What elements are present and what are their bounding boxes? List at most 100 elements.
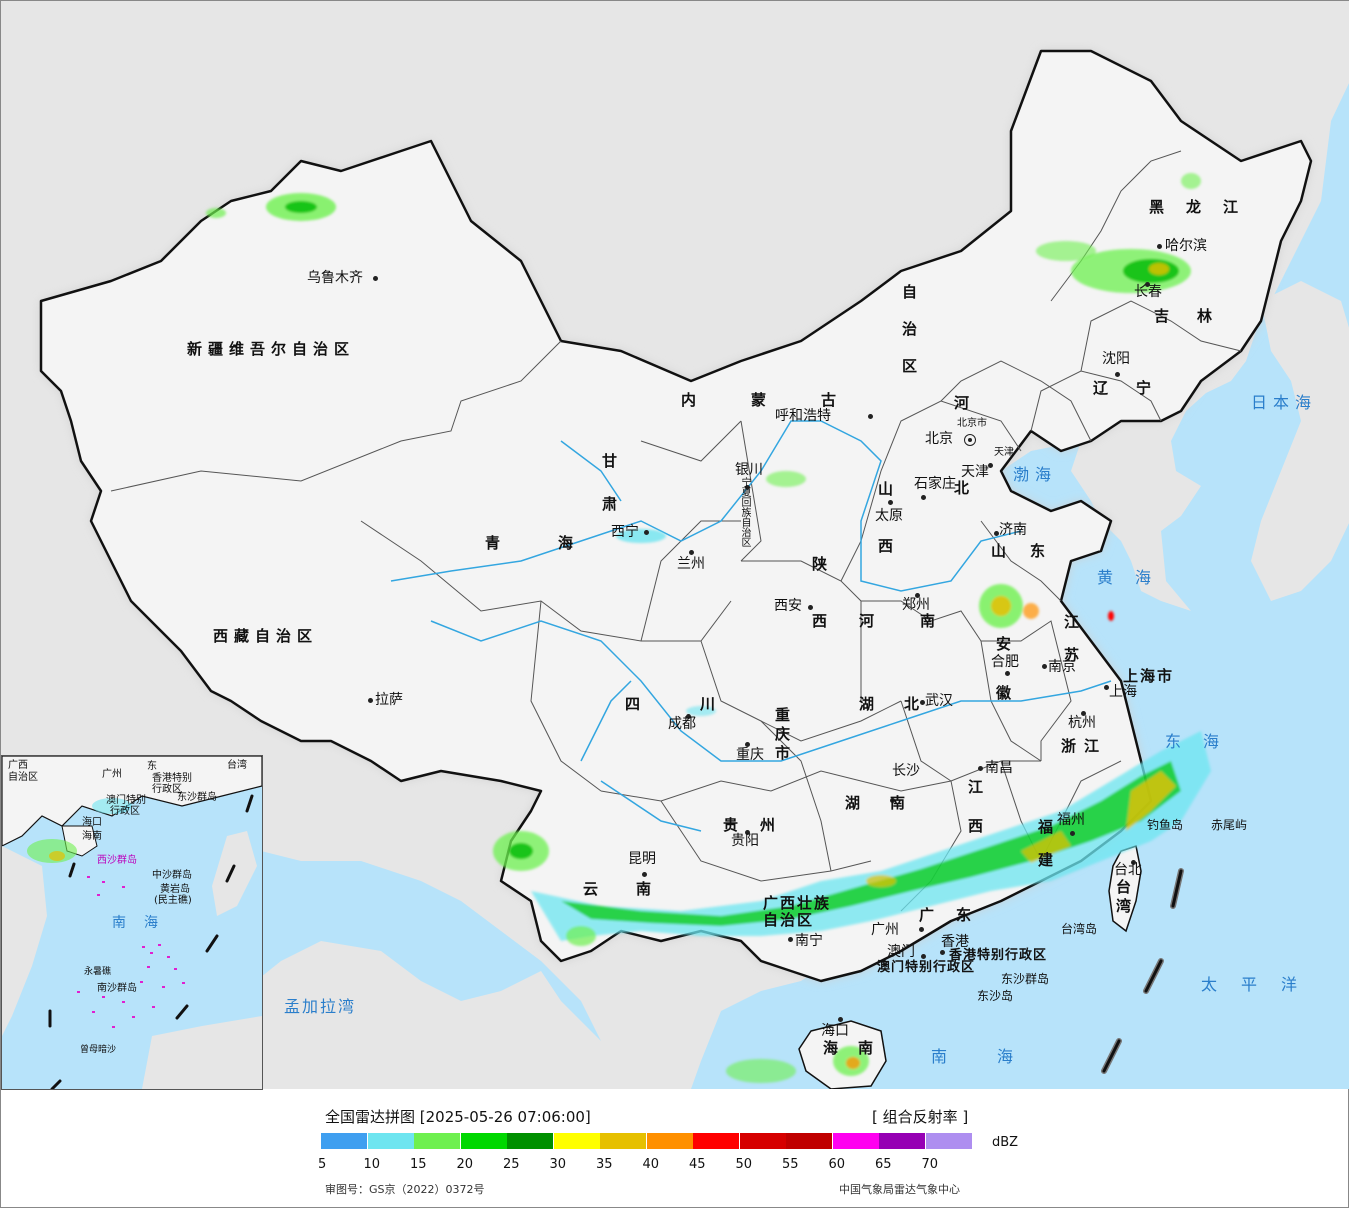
inset-label-dong: 东 (147, 761, 157, 772)
map-canvas (1, 1, 1349, 1089)
maritime-boundary-core (1102, 869, 1183, 1073)
island-label-taiwan: 台湾岛 (1061, 922, 1098, 936)
jinan-marker (994, 531, 999, 536)
wuhan-marker (920, 700, 925, 705)
province-label-tianjin: 天津 (994, 447, 1014, 458)
color-bar-swatch (553, 1133, 600, 1149)
inset-label-nansha: 南沙群岛 (97, 983, 137, 994)
inset-label-hk-1: 香港特别 (152, 773, 192, 784)
hongkong-marker (940, 950, 945, 955)
color-bar-tick-label: 65 (875, 1157, 892, 1172)
sea-label-yellow: 黄海 (1097, 568, 1174, 587)
sea-label-south-china: 南海 (931, 1047, 1064, 1066)
city-label-harbin: 哈尔滨 (1165, 238, 1207, 254)
inset-label-dongsha: 东沙群岛 (177, 792, 217, 803)
color-bar-tick-label: 70 (921, 1157, 939, 1172)
province-label-shaanxi: 陕西 (810, 556, 828, 670)
nanning-marker (788, 937, 793, 942)
province-label-taiwan: 台湾 (1114, 879, 1132, 917)
nanchang-marker (978, 766, 983, 771)
nanjing-marker (1042, 664, 1047, 669)
province-label-hunan: 湖南 (845, 794, 936, 812)
province-label-neimenggu: 内蒙古 (681, 391, 892, 409)
province-label-shanxi: 山西 (876, 481, 894, 595)
sea-label-east-china: 东海 (1165, 732, 1242, 751)
color-bar-swatch (693, 1133, 739, 1149)
color-bar-tick-label: 45 (689, 1157, 706, 1172)
city-label-shenyang: 沈阳 (1102, 351, 1130, 367)
shijiazhuang-marker (921, 495, 926, 500)
city-label-changsha: 长沙 (892, 763, 920, 779)
legend-title: 全国雷达拼图 [2025-05-26 07:06:00] (325, 1108, 591, 1126)
kunming-marker (642, 872, 647, 877)
yinchuan-marker (745, 485, 750, 490)
hangzhou-marker (1081, 711, 1086, 716)
province-label-hongkong: 香港特别行政区 (949, 948, 1048, 963)
sea-label-bay-of-bengal: 孟加拉湾 (284, 997, 357, 1016)
city-label-hangzhou: 杭州 (1068, 715, 1096, 731)
guangzhou-marker (919, 927, 924, 932)
color-bar-tick-label: 50 (735, 1157, 753, 1172)
xining-marker (644, 530, 649, 535)
city-label-lhasa: 拉萨 (375, 692, 403, 708)
province-label-liaoning: 辽宁 (1093, 379, 1180, 397)
city-label-yinchuan: 银川 (735, 462, 763, 478)
color-bar-swatch (600, 1133, 646, 1149)
province-label-xinjiang: 新疆维吾尔自治区 (187, 340, 356, 358)
color-bar-tick-label: 20 (456, 1157, 474, 1172)
changsha-marker (890, 798, 895, 803)
province-label-guangdong: 广东 (919, 906, 994, 924)
city-label-guangzhou: 广州 (871, 922, 899, 938)
color-bar-tick-label: 25 (503, 1157, 520, 1172)
province-label-fujian: 福建 (1036, 819, 1054, 885)
province-label-zizhiqu: 自治区 (900, 284, 918, 395)
color-bar-tick-label: 40 (642, 1157, 660, 1172)
beijing-capital-marker (964, 434, 976, 446)
province-label-henan: 河南 (859, 612, 982, 630)
inset-label-taiwan: 台湾 (227, 760, 247, 771)
province-label-heilongjiang: 黑龙江 (1149, 198, 1261, 216)
city-label-wuhan: 武汉 (925, 693, 953, 709)
city-label-chengdu: 成都 (668, 716, 696, 732)
taiyuan-marker (888, 500, 893, 505)
city-label-changchun: 长春 (1134, 284, 1162, 300)
province-label-chongqing: 重庆市 (773, 707, 791, 764)
inset-label-minzhu: (民主礁) (154, 895, 192, 906)
city-label-xian: 西安 (774, 598, 802, 614)
southeast-asia-land (181, 941, 661, 1089)
inset-canvas (2, 756, 262, 1089)
rivers (390, 420, 1112, 832)
xian-marker (808, 605, 813, 610)
sea-label-pacific: 太平洋 (1201, 975, 1322, 994)
south-china-sea-inset: 广西 自治区 广州 东 香港特别 行政区 澳门特别 行政区 东沙群岛 台湾 海口… (1, 755, 263, 1090)
island-label-dongsha-islands: 东沙群岛 (1001, 972, 1050, 986)
review-number: 审图号：GS京（2022）0372号 (325, 1183, 485, 1196)
urumqi-marker (373, 276, 378, 281)
radar-legend: 全国雷达拼图 [2025-05-26 07:06:00] [ 组合反射率 ] 5… (1, 1089, 1349, 1209)
city-label-urumqi: 乌鲁木齐 (307, 270, 363, 286)
color-bar-tick-label: 60 (828, 1157, 846, 1172)
inset-label-nan: 南 (112, 915, 126, 931)
fuzhou-marker (1070, 831, 1075, 836)
city-label-xining: 西宁 (611, 524, 639, 540)
city-label-lanzhou: 兰州 (677, 556, 705, 572)
taiwan-island (1108, 845, 1142, 933)
city-label-guiyang: 贵阳 (731, 833, 759, 849)
inset-label-mo-1: 澳门特别 (106, 795, 146, 806)
color-bar-swatch (832, 1133, 879, 1149)
guiyang-marker (745, 830, 750, 835)
province-label-qinghai: 青海 (485, 534, 632, 552)
city-label-kunming: 昆明 (628, 851, 656, 867)
city-label-chongqing: 重庆 (736, 747, 764, 763)
japan-korea-land (1251, 281, 1349, 601)
city-label-shanghai: 上海 (1109, 684, 1137, 700)
city-label-hongkong: 香港 (941, 934, 969, 950)
color-bar-swatch (460, 1133, 507, 1149)
inset-label-xisha: 西沙群岛 (97, 855, 137, 866)
inset-label-yongshu: 永暑礁 (84, 967, 112, 977)
color-bar-swatch (879, 1133, 925, 1149)
province-label-jiangsu: 江苏 (1062, 614, 1080, 680)
island-label-dongsha: 东沙岛 (977, 989, 1014, 1003)
color-bar-swatch (786, 1133, 832, 1149)
